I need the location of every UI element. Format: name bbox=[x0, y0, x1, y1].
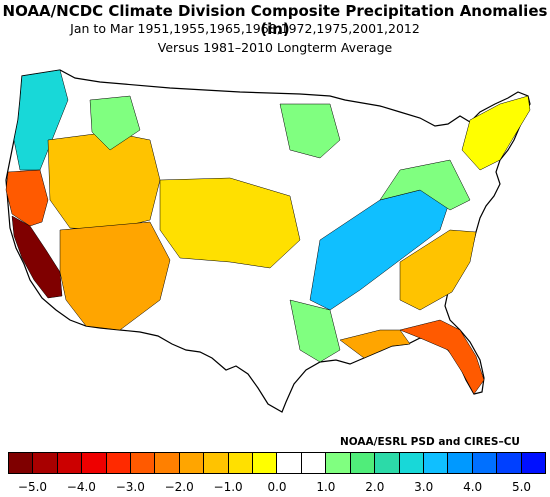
colorbar-swatch bbox=[57, 453, 83, 473]
colorbar-swatch bbox=[423, 453, 449, 473]
colorbar-swatch bbox=[253, 453, 278, 473]
colorbar-swatch bbox=[155, 453, 180, 473]
region-gulf-coast bbox=[339, 329, 411, 359]
colorbar-tick-label: −3.0 bbox=[115, 480, 145, 494]
colorbar-swatch bbox=[82, 453, 107, 473]
colorbar-swatch bbox=[521, 453, 545, 473]
colorbar-swatch bbox=[301, 453, 327, 473]
region-pacific-northwest-coast bbox=[13, 69, 69, 171]
colorbar-tick-label: −4.0 bbox=[66, 480, 96, 494]
colorbar-swatch bbox=[9, 453, 34, 473]
us-precipitation-map bbox=[5, 69, 531, 413]
region-southern-california-coast bbox=[11, 215, 63, 299]
colorbar-tick-label: 3.0 bbox=[414, 480, 434, 494]
region-montana bbox=[89, 95, 141, 151]
map-subtitle-dates: Jan to Mar 1951,1955,1965,1968,1972,1975… bbox=[70, 21, 420, 36]
colorbar-swatch bbox=[375, 453, 400, 473]
colorbar-swatch bbox=[106, 453, 132, 473]
region-southeast bbox=[399, 229, 477, 311]
colorbar-swatch bbox=[277, 453, 302, 473]
colorbar-swatch bbox=[228, 453, 254, 473]
colorbar-swatch bbox=[179, 453, 205, 473]
region-ohio-valley-outer bbox=[379, 159, 471, 211]
data-source-credit: NOAA/ESRL PSD and CIRES–CU bbox=[340, 436, 520, 448]
colorbar-swatch bbox=[326, 453, 351, 473]
colorbar-swatch bbox=[399, 453, 424, 473]
region-florida bbox=[399, 319, 485, 395]
colorbar-tick-label: −2.0 bbox=[164, 480, 194, 494]
colorbar-swatch bbox=[131, 453, 156, 473]
colorbar-tick-label: 2.0 bbox=[365, 480, 385, 494]
region-northern-plains-upper-midwest bbox=[279, 103, 341, 159]
map-subtitle-baseline: Versus 1981–2010 Longterm Average bbox=[157, 40, 393, 55]
colorbar-swatch bbox=[497, 453, 522, 473]
region-southwest bbox=[59, 221, 171, 331]
colorbar-swatch bbox=[204, 453, 229, 473]
colorbar-swatch bbox=[472, 453, 498, 473]
region-mississippi-valley bbox=[289, 299, 341, 363]
colorbar-tick-label: 1.0 bbox=[316, 480, 336, 494]
region-northeast bbox=[461, 95, 531, 171]
colorbar-swatch bbox=[448, 453, 473, 473]
colorbar-swatch bbox=[350, 453, 376, 473]
region-great-basin bbox=[47, 131, 161, 231]
colorbar-tick-label: −5.0 bbox=[17, 480, 48, 494]
region-northern-california-coast bbox=[5, 169, 49, 227]
colorbar bbox=[8, 452, 546, 474]
region-central-plains bbox=[159, 177, 301, 269]
colorbar-swatch bbox=[33, 453, 58, 473]
anomaly-regions bbox=[5, 69, 531, 395]
colorbar-tick-label: 0.0 bbox=[267, 480, 287, 494]
colorbar-tick-label: 4.0 bbox=[463, 480, 483, 494]
colorbar-tick-label: −1.0 bbox=[213, 480, 243, 494]
map-title: NOAA/NCDC Climate Division Composite Pre… bbox=[2, 2, 548, 38]
colorbar-tick-label: 5.0 bbox=[511, 480, 532, 494]
